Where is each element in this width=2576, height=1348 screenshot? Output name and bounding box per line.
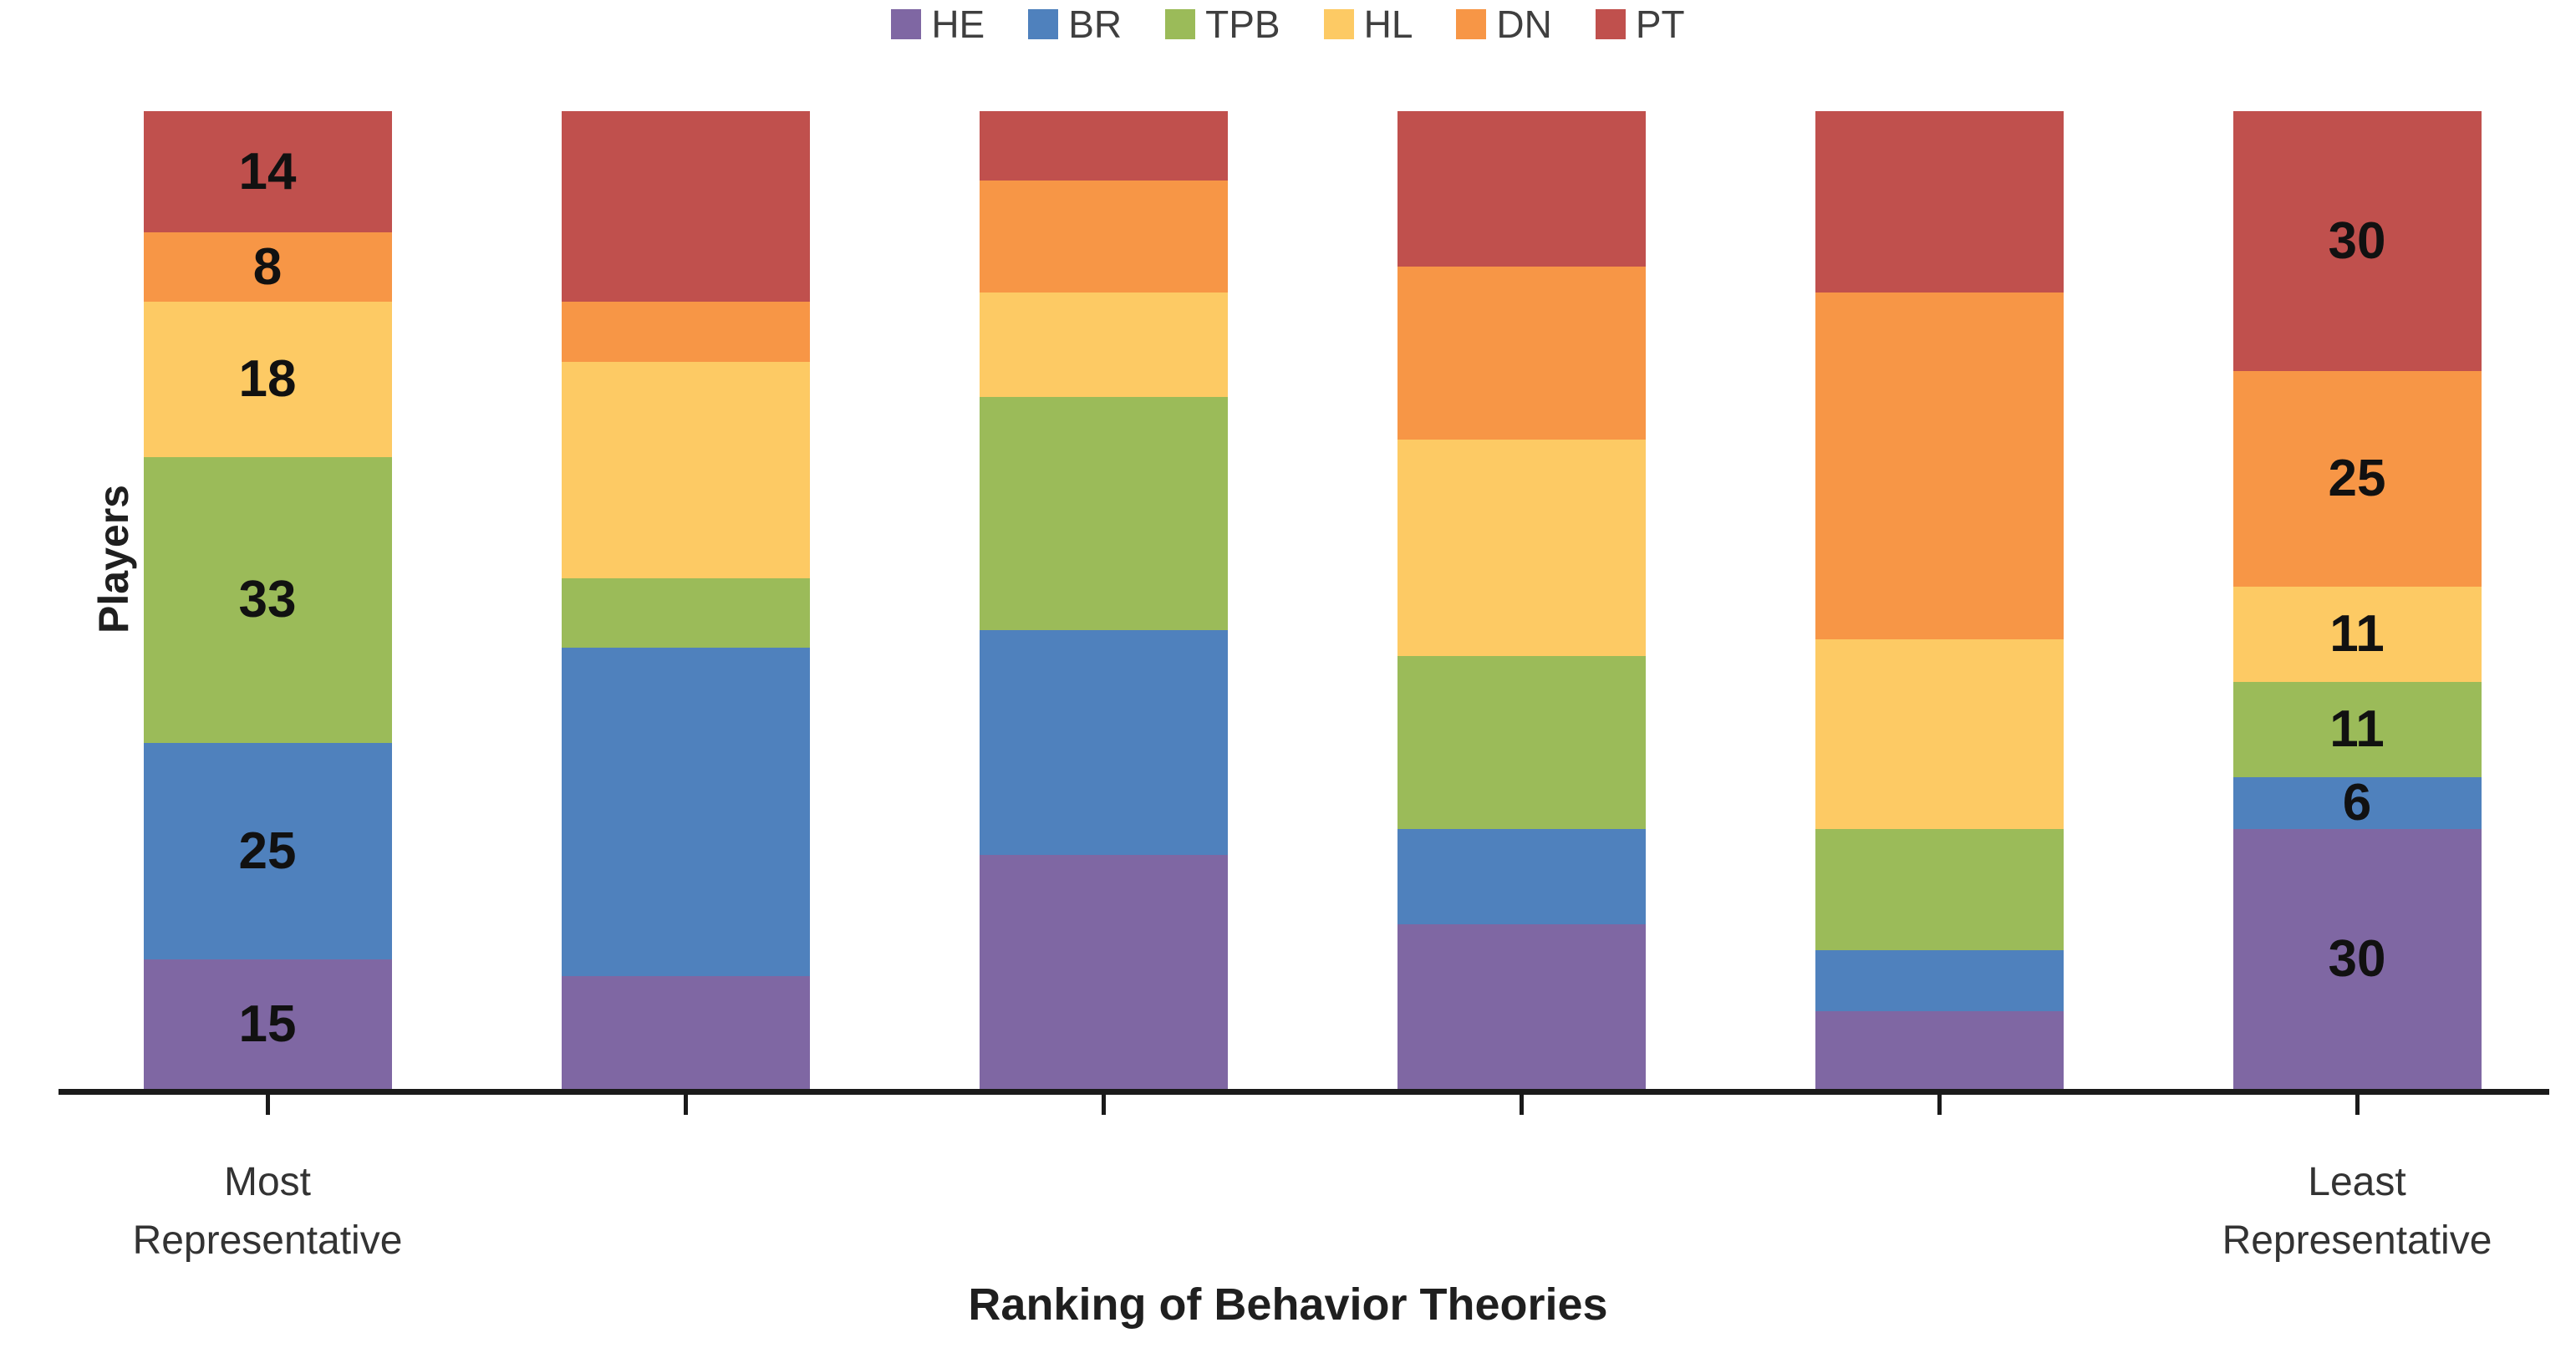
value-label-he-rank-1: 15 (238, 994, 297, 1053)
value-label-he-rank-6: 30 (2328, 929, 2386, 988)
legend-swatch-dn (1456, 9, 1487, 39)
bar-segment-dn-rank-5 (1815, 292, 2064, 639)
x-axis-tick-6 (2355, 1095, 2360, 1115)
bar-rank-3 (979, 111, 1228, 1089)
value-label-dn-rank-6: 25 (2328, 450, 2386, 507)
bar-segment-tpb-rank-2 (561, 578, 810, 648)
value-label-br-rank-1: 25 (238, 822, 297, 880)
value-label-pt-rank-6: 30 (2328, 211, 2386, 270)
bar-segment-pt-rank-1: 14 (143, 111, 392, 232)
bar-segment-br-rank-3 (979, 630, 1228, 855)
bar-segment-pt-rank-4 (1397, 111, 1646, 267)
bar-segment-br-rank-5 (1815, 950, 2064, 1011)
x-axis-title: Ranking of Behavior Theories (968, 1279, 1608, 1330)
x-axis-tick-4 (1520, 1095, 1524, 1115)
x-axis-tick-3 (1102, 1095, 1106, 1115)
bar-segment-pt-rank-3 (979, 111, 1228, 181)
legend-label-dn: DN (1496, 3, 1552, 46)
x-tick-label-6: Least Representative (2222, 1160, 2492, 1263)
x-axis-tick-1 (266, 1095, 270, 1115)
bar-segment-pt-rank-6: 30 (2232, 111, 2482, 371)
legend-item-tpb: TPB (1165, 5, 1280, 43)
bar-segment-br-rank-6: 6 (2232, 774, 2482, 832)
bar-segment-tpb-rank-1: 33 (143, 457, 392, 743)
legend-label-tpb: TPB (1205, 3, 1280, 46)
bar-rank-5 (1815, 111, 2064, 1089)
bar-segment-dn-rank-1: 8 (143, 232, 392, 302)
bar-segment-he-rank-3 (979, 855, 1228, 1089)
bar-segment-hl-rank-5 (1815, 639, 2064, 829)
value-label-tpb-rank-6: 11 (2329, 700, 2385, 758)
legend-label-hl: HL (1363, 3, 1413, 46)
bar-segment-tpb-rank-5 (1815, 829, 2064, 950)
bar-rank-4 (1397, 111, 1646, 1089)
bar-segment-hl-rank-3 (979, 292, 1228, 397)
legend-label-he: HE (931, 3, 985, 46)
legend-item-hl: HL (1323, 3, 1413, 46)
x-axis-tick-2 (684, 1095, 688, 1115)
value-label-hl-rank-6: 11 (2329, 605, 2385, 663)
value-label-tpb-rank-1: 33 (238, 571, 297, 628)
bar-segment-hl-rank-4 (1397, 440, 1646, 656)
bar-segment-he-rank-5 (1815, 1011, 2064, 1089)
bar-segment-dn-rank-4 (1397, 267, 1646, 440)
bar-segment-dn-rank-3 (979, 181, 1228, 292)
x-axis-tick-5 (1937, 1095, 1942, 1115)
bar-segment-hl-rank-6: 11 (2232, 587, 2482, 682)
legend-item-he: HE (891, 5, 985, 43)
bar-segment-br-rank-2 (561, 648, 810, 976)
value-label-pt-rank-1: 14 (238, 142, 297, 201)
x-tick-label-1: Most Representative (132, 1160, 403, 1263)
bar-segment-tpb-rank-6: 11 (2232, 682, 2482, 777)
y-axis-title: Players (90, 485, 137, 633)
legend-swatch-tpb (1165, 9, 1196, 39)
legend-swatch-br (1028, 9, 1059, 39)
bar-segment-hl-rank-1: 18 (143, 302, 392, 457)
value-label-hl-rank-1: 18 (238, 350, 297, 408)
bar-segment-he-rank-2 (561, 976, 810, 1089)
bar-segment-he-rank-4 (1397, 924, 1646, 1089)
bar-segment-br-rank-4 (1397, 829, 1646, 924)
bar-segment-br-rank-1: 25 (143, 743, 392, 959)
bar-segment-hl-rank-2 (561, 362, 810, 578)
x-axis-line (59, 1089, 2549, 1095)
legend-item-dn: DN (1456, 3, 1552, 46)
bar-rank-2 (561, 111, 810, 1089)
legend-label-pt: PT (1635, 3, 1685, 46)
bar-segment-tpb-rank-4 (1397, 656, 1646, 829)
bar-segment-dn-rank-2 (561, 302, 810, 362)
bar-rank-6: 30 6 11 11 25 30 (2232, 111, 2482, 1089)
legend-swatch-hl (1323, 9, 1354, 39)
value-label-dn-rank-1: 8 (252, 237, 283, 296)
bar-segment-pt-rank-2 (561, 111, 810, 302)
chart-legend: HE BR TPB HL DN PT (0, 5, 2576, 43)
legend-label-br: BR (1068, 3, 1123, 46)
legend-item-br: BR (1028, 5, 1122, 43)
bar-segment-tpb-rank-3 (979, 397, 1228, 630)
bar-segment-he-rank-1: 15 (143, 959, 392, 1089)
bar-rank-1: 15 25 33 18 8 14 (143, 111, 392, 1089)
value-label-br-rank-6: 6 (2342, 774, 2372, 832)
legend-swatch-he (891, 9, 922, 39)
bar-segment-pt-rank-5 (1815, 111, 2064, 292)
legend-item-pt: PT (1595, 3, 1685, 46)
legend-swatch-pt (1595, 9, 1626, 39)
bar-segment-he-rank-6: 30 (2232, 829, 2482, 1089)
bar-segment-dn-rank-6: 25 (2232, 371, 2482, 587)
